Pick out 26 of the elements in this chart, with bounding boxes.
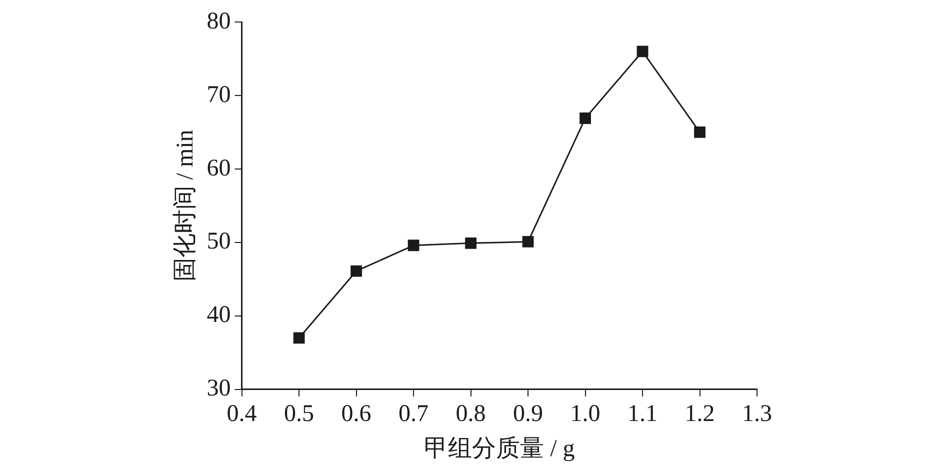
y-tick-label: 50 xyxy=(206,228,231,255)
x-tick-label: 1.1 xyxy=(628,401,658,428)
x-tick-label: 0.9 xyxy=(513,401,544,428)
x-tick-label: 0.4 xyxy=(226,401,257,428)
point xyxy=(465,237,476,249)
x-tick-label: 1.3 xyxy=(742,401,772,428)
point xyxy=(350,265,362,277)
x-tick-label: 0.6 xyxy=(341,401,372,428)
point xyxy=(580,112,591,124)
point xyxy=(293,332,305,344)
y-tick-label: 70 xyxy=(206,82,231,108)
x-tick-label: 0.7 xyxy=(398,401,429,428)
x-tick-label: 1.2 xyxy=(684,401,715,428)
y-tick-label: 40 xyxy=(206,302,231,328)
point xyxy=(522,236,534,248)
y-tick-label: 80 xyxy=(206,8,231,34)
x-tick-label: 0.5 xyxy=(284,401,314,428)
x-tick-label: 0.8 xyxy=(456,401,486,428)
point xyxy=(636,46,648,58)
x-axis-title: 甲组分质量 / g xyxy=(424,436,575,462)
y-axis-title: 固化时间 / min xyxy=(172,130,199,282)
y-tick-label: 30 xyxy=(206,376,231,402)
x-tick-label: 1.0 xyxy=(570,401,600,428)
point xyxy=(694,126,706,138)
point xyxy=(408,240,420,252)
y-tick-label: 60 xyxy=(206,155,231,182)
